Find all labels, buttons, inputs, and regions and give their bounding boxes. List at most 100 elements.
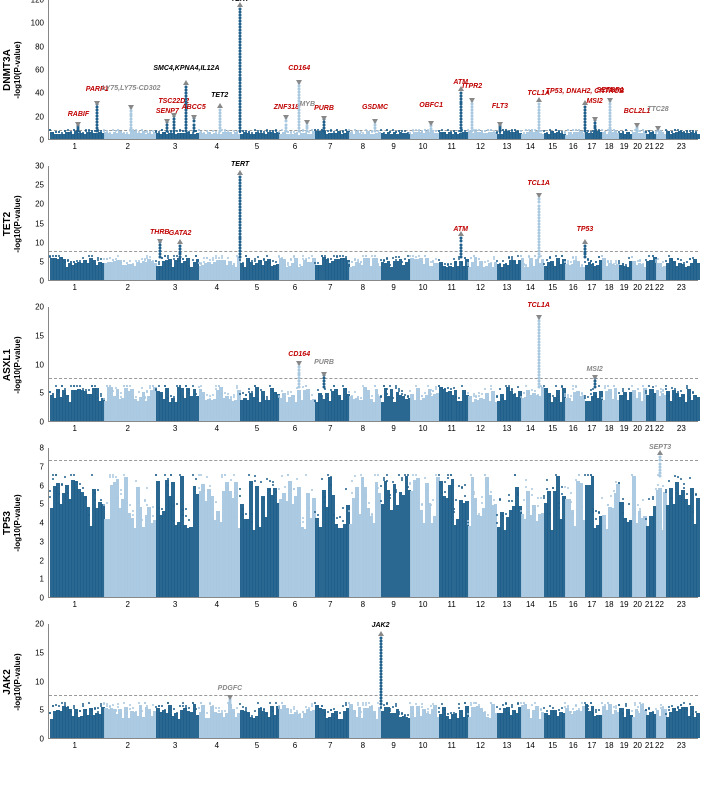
noise-dot — [129, 708, 131, 710]
peak-dot — [537, 210, 540, 213]
noise-dot — [395, 705, 397, 707]
noise-dot — [380, 129, 382, 131]
y-tick: 15 — [35, 331, 44, 340]
noise-dot — [94, 385, 96, 387]
peak-annotation-label: LY75,LY75-CD302 — [102, 85, 161, 92]
panel-gene-label: ASXL1 — [2, 295, 13, 435]
noise-dot — [642, 499, 644, 501]
peak-dot — [379, 661, 382, 664]
peak-marker-icon — [157, 239, 163, 244]
peak-dot — [130, 129, 133, 132]
noise-dot — [324, 714, 326, 716]
noise-dot — [601, 497, 603, 499]
noise-dot — [218, 710, 220, 712]
peak-dot — [298, 121, 301, 124]
noise-dot — [407, 714, 409, 716]
noise-dot — [421, 504, 423, 506]
noise-column — [696, 263, 700, 280]
noise-dot — [88, 514, 90, 516]
peak-dot — [537, 126, 540, 129]
x-tick: 6 — [293, 741, 297, 750]
noise-dot — [432, 703, 434, 705]
peak-dot — [239, 55, 242, 58]
noise-dot — [427, 385, 429, 387]
noise-dot — [567, 129, 569, 131]
panel-metric-label: -log10(P-value) — [13, 154, 22, 294]
noise-dot — [58, 502, 60, 504]
peak-dot — [298, 374, 301, 377]
y-axis-label: TP53-log10(P-value) — [2, 453, 22, 593]
noise-dot — [389, 131, 391, 133]
noise-dot — [683, 400, 685, 402]
noise-dot — [467, 520, 469, 522]
noise-dot — [327, 474, 329, 476]
noise-dot — [333, 131, 335, 133]
noise-dot — [475, 261, 477, 263]
noise-dot — [615, 707, 617, 709]
noise-dot — [368, 132, 370, 134]
peak-dot — [185, 112, 188, 115]
peak-dot — [239, 34, 242, 37]
peak-dot — [609, 108, 612, 111]
peak-marker-icon — [536, 97, 542, 102]
x-tick: 5 — [255, 283, 259, 292]
noise-dot — [67, 259, 69, 261]
peak-dot — [379, 637, 382, 640]
noise-dot — [263, 709, 265, 711]
peak-dot — [298, 88, 301, 91]
noise-dot — [106, 258, 108, 260]
noise-dot — [610, 262, 612, 264]
peak-annotation-label: TCL1A — [527, 302, 550, 309]
peak-marker-icon — [171, 113, 177, 118]
noise-dot — [272, 130, 274, 132]
noise-dot — [695, 494, 697, 496]
noise-dot — [438, 130, 440, 132]
noise-dot — [230, 397, 232, 399]
noise-dot — [561, 493, 563, 495]
peak-dot — [239, 64, 242, 67]
noise-dot — [203, 261, 205, 263]
noise-dot — [263, 498, 265, 500]
x-tick: 23 — [677, 142, 686, 151]
noise-dot — [374, 713, 376, 715]
peak-dot — [583, 129, 586, 132]
y-tick: 60 — [35, 66, 44, 75]
noise-dot — [245, 394, 247, 396]
noise-dot — [604, 525, 606, 527]
x-tick: 22 — [655, 142, 664, 151]
peak-dot — [239, 97, 242, 100]
noise-dot — [248, 474, 250, 476]
y-tick: 80 — [35, 42, 44, 51]
x-tick: 3 — [173, 283, 177, 292]
x-tick: 14 — [526, 142, 535, 151]
peak-dot — [537, 219, 540, 222]
noise-dot — [680, 259, 682, 261]
peak-dot — [459, 94, 462, 97]
x-tick: 23 — [677, 741, 686, 750]
noise-dot — [634, 396, 636, 398]
noise-dot — [470, 396, 472, 398]
noise-dot — [70, 131, 72, 133]
x-tick: 5 — [255, 741, 259, 750]
noise-dot — [592, 714, 594, 716]
noise-dot — [628, 132, 630, 134]
noise-dot — [622, 390, 624, 392]
peak-dot — [537, 115, 540, 118]
noise-dot — [470, 474, 472, 476]
noise-dot — [639, 130, 641, 132]
noise-dot — [645, 131, 647, 133]
noise-dot — [395, 489, 397, 491]
peak-dot — [659, 459, 662, 462]
x-tick: 6 — [293, 142, 297, 151]
peak-dot — [537, 129, 540, 132]
noise-dot — [496, 132, 498, 134]
x-tick: 15 — [548, 142, 557, 151]
noise-dot — [155, 706, 157, 708]
noise-dot — [195, 478, 197, 480]
noise-dot — [401, 393, 403, 395]
noise-dot — [523, 263, 525, 265]
noise-dot — [242, 508, 244, 510]
noise-dot — [314, 511, 316, 513]
noise-dot — [299, 396, 301, 398]
x-tick: 17 — [587, 142, 596, 151]
